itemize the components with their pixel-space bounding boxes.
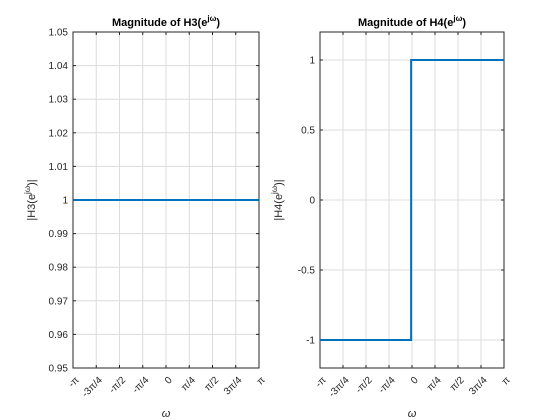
y-tick-label: 1 (62, 196, 68, 207)
y-tick-label: 0 (309, 196, 315, 207)
chart-2: -π-3π/4 -π/2 -π/4 0 π/4 π/2 3π/4 π -1 -0.5 0 0.5 1 Ma… (270, 14, 513, 420)
x-tick-label: π (255, 375, 268, 388)
x-tick-label: 0 (163, 375, 175, 387)
chart-1: -π-3π/4 -π/2 -π/4 0 π/4 π/2 3π/4 π 0.95 0.96 0.97 0… (23, 14, 268, 420)
y-tick-label: 1.02 (49, 128, 69, 139)
y-tick-label: 0.96 (49, 330, 69, 341)
x-tick-label: π/2 (448, 375, 467, 394)
x-tick-label: 3π/4 (222, 375, 245, 398)
y-tick-label: -1 (306, 336, 315, 347)
y-tick-label: 0.98 (49, 263, 69, 274)
x-tick-label: -3π/4 (327, 375, 352, 400)
y-tick-label: 1 (309, 56, 315, 67)
x-axis-label: ω (162, 408, 171, 420)
y-tick-label: 0.99 (49, 229, 69, 240)
x-tick-label: π/4 (179, 375, 198, 394)
x-tick-label: -π (67, 375, 82, 390)
y-tick-label: 0.5 (301, 126, 315, 137)
y-tick-label: -0.5 (298, 266, 316, 277)
y-tick-label: 0.95 (49, 364, 69, 375)
series-line (320, 59, 504, 341)
y-tick-label: 1.04 (49, 61, 69, 72)
x-tick-label: -π/2 (107, 375, 128, 396)
y-axis-label: |H4(ejω)| (270, 179, 285, 220)
y-tick-label: 1.03 (49, 95, 69, 106)
x-tick-label: -3π/4 (80, 375, 105, 400)
y-axis-label: |H3(ejω)| (23, 179, 38, 220)
chart-title: Magnitude of H4(ejω) (358, 14, 466, 29)
x-tick-label: -π/4 (377, 375, 398, 396)
x-tick-label: -π/4 (130, 375, 151, 396)
x-tick-label: 3π/4 (467, 375, 490, 398)
y-tick-label: 0.97 (49, 296, 69, 307)
x-tick-label: π/2 (203, 375, 222, 394)
y-tick-label: 1.05 (49, 28, 69, 39)
x-tick-label: 0 (409, 375, 421, 387)
x-tick-label: -π (314, 375, 329, 390)
x-tick-label: π/4 (425, 375, 444, 394)
x-axis-label: ω (408, 408, 417, 420)
chart-title: Magnitude of H3(ejω) (112, 14, 220, 29)
x-tick-label: -π/2 (354, 375, 375, 396)
y-tick-label: 1.01 (49, 162, 69, 173)
x-tick-label: π (500, 375, 513, 388)
